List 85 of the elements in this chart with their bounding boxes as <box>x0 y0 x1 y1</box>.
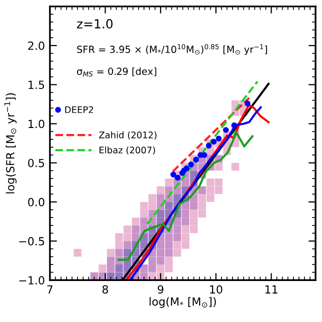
point <box>206 178 214 186</box>
point <box>115 264 123 272</box>
y-tick-label: 1.0 <box>28 120 44 128</box>
point <box>165 202 173 210</box>
x-tick-label: 9 <box>158 285 164 294</box>
legend-label: DEEP2 <box>65 106 93 113</box>
point <box>198 202 206 210</box>
y-tick-label: 0.5 <box>28 158 44 168</box>
point <box>190 202 198 210</box>
point <box>148 194 156 202</box>
x-tick-label: 10 <box>210 285 222 294</box>
point <box>165 248 173 257</box>
point <box>140 264 148 272</box>
legend-label: Elbaz (2007) <box>100 146 155 154</box>
point <box>140 202 148 210</box>
point <box>124 225 132 234</box>
y-axis-title: log(SFR [M$_{⊙}$ yr$^{−1}$]) <box>4 93 17 194</box>
point <box>156 241 164 249</box>
y-tick-label: −0.5 <box>19 237 44 246</box>
point <box>132 225 140 234</box>
point <box>148 264 156 272</box>
point <box>198 210 206 218</box>
point <box>182 210 190 218</box>
point <box>165 264 173 272</box>
point <box>165 233 173 241</box>
point <box>190 210 198 218</box>
point <box>106 256 115 264</box>
text: SFR = 3.95 × (M$_{*}$/10$^{10}$M$_{⊙}$)$^{0.85}$ [M$_{⊙}$ yr$^{−1}$] <box>77 44 267 55</box>
point <box>124 233 132 241</box>
point <box>156 264 164 272</box>
point <box>198 186 206 194</box>
point <box>156 256 164 264</box>
point <box>115 233 123 241</box>
point <box>156 186 164 194</box>
x-tick-label: 8 <box>102 285 108 294</box>
point <box>98 264 106 272</box>
point <box>106 264 115 272</box>
point <box>173 233 182 241</box>
point <box>156 210 164 218</box>
point <box>156 194 164 202</box>
point <box>140 210 148 218</box>
point <box>173 194 182 202</box>
annotation: σ$_{MS}$ = 0.29 [dex] <box>77 67 156 77</box>
point <box>190 170 198 178</box>
point <box>214 162 223 171</box>
point <box>173 241 182 249</box>
point <box>132 218 140 226</box>
x-axis-title: log(M$_{*}$ [M$_{⊙}$]) <box>150 297 216 308</box>
y-tick-label: 2.0 <box>28 42 44 50</box>
point <box>182 233 190 241</box>
point <box>182 225 190 234</box>
point <box>140 218 148 226</box>
legend-label: Zahid (2012) <box>99 131 156 140</box>
y-tick-label: 0.0 <box>28 198 44 206</box>
point <box>182 241 190 249</box>
y-tick-label: −1.0 <box>19 276 44 285</box>
point <box>206 194 214 202</box>
point <box>173 248 182 257</box>
point <box>182 218 190 226</box>
point <box>148 256 156 264</box>
annotation: z=1.0 <box>77 19 113 29</box>
point <box>165 178 173 186</box>
point <box>231 162 240 171</box>
point <box>124 241 132 249</box>
y-tick-label: 1.5 <box>28 80 44 90</box>
x-tick-label: 7 <box>47 285 52 294</box>
point <box>214 178 223 186</box>
point <box>173 218 182 226</box>
point <box>115 248 123 257</box>
point <box>182 178 190 186</box>
point <box>198 194 206 202</box>
point <box>106 248 115 257</box>
x-tick-label: 11 <box>265 285 278 294</box>
point <box>173 225 182 234</box>
point <box>148 202 156 210</box>
point <box>190 218 198 226</box>
point <box>165 256 173 264</box>
point <box>74 248 82 257</box>
point <box>156 248 164 257</box>
point <box>190 225 198 234</box>
point <box>206 186 214 194</box>
point <box>165 241 173 249</box>
point <box>182 202 190 210</box>
point <box>214 186 223 194</box>
point <box>115 241 123 249</box>
